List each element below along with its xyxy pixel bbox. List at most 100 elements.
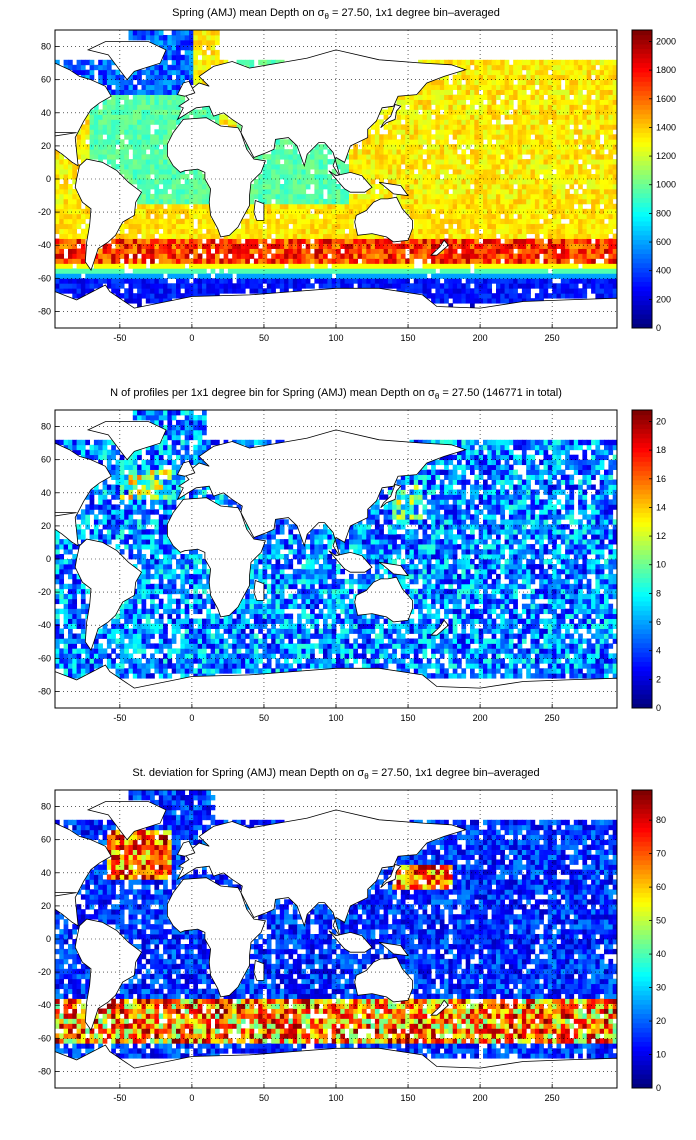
y-tick-label: -20 [38, 207, 51, 217]
heatmap-cell [530, 198, 536, 205]
heatmap-cell [513, 139, 518, 145]
heatmap-cell [193, 233, 199, 239]
heatmap-cell [288, 283, 294, 289]
heatmap-cell [534, 99, 540, 105]
heatmap-cell [409, 144, 415, 150]
heatmap-cell [137, 94, 142, 100]
heatmap-cell [68, 283, 73, 289]
heatmap-cell [128, 278, 134, 284]
heatmap-cell [612, 253, 618, 259]
heatmap-cell [353, 273, 359, 279]
heatmap-cell [604, 59, 609, 66]
heatmap-cell [76, 268, 82, 274]
heatmap-cell [76, 673, 82, 679]
heatmap-cell [210, 218, 216, 225]
heatmap-cell [470, 288, 475, 294]
heatmap-cell [236, 268, 242, 274]
heatmap-cell [336, 273, 341, 279]
heatmap-cell [301, 263, 307, 269]
heatmap-cell [374, 278, 380, 284]
heatmap-cell [496, 129, 501, 135]
heatmap-cell [163, 253, 168, 259]
heatmap-cell [98, 139, 103, 145]
heatmap-cell [439, 59, 445, 66]
heatmap-cell [435, 169, 441, 175]
heatmap-cell [608, 228, 614, 235]
heatmap-cell [240, 273, 246, 279]
heatmap-cell [206, 39, 212, 46]
heatmap-cell [80, 583, 86, 590]
heatmap-cell [323, 179, 328, 185]
heatmap-cell [569, 184, 575, 190]
heatmap-cell [115, 288, 121, 294]
heatmap-cell [604, 109, 609, 115]
heatmap-cell [569, 109, 575, 115]
heatmap-cell [167, 288, 173, 294]
heatmap-cell [210, 35, 216, 41]
heatmap-cell [448, 268, 454, 274]
heatmap-cell [565, 243, 570, 249]
heatmap-cell [474, 59, 480, 66]
heatmap-cell [249, 273, 255, 279]
heatmap-cell [526, 243, 531, 249]
heatmap-cell [582, 134, 588, 140]
heatmap-cell [141, 104, 147, 110]
heatmap-cell [565, 89, 570, 95]
heatmap-cell [150, 258, 155, 264]
heatmap-cell [573, 124, 579, 130]
heatmap-cell [534, 258, 540, 264]
heatmap-cell [461, 149, 467, 155]
heatmap-cell [374, 164, 380, 170]
heatmap-cell [521, 248, 527, 254]
heatmap-cell [98, 653, 103, 659]
heatmap-cell [72, 439, 78, 446]
heatmap-cell [314, 263, 320, 269]
heatmap-cell [266, 283, 272, 289]
heatmap-cell [150, 208, 155, 215]
heatmap-cell [543, 164, 549, 170]
heatmap-cell [435, 179, 441, 185]
heatmap-cell [63, 64, 69, 71]
heatmap-cell [387, 253, 393, 259]
heatmap-cell [530, 213, 536, 220]
heatmap-cell [565, 238, 570, 244]
heatmap-cell [491, 228, 497, 235]
heatmap-cell [314, 238, 320, 244]
heatmap-cell [340, 253, 346, 259]
heatmap-cell [197, 228, 203, 235]
heatmap-cell [543, 208, 549, 215]
heatmap-cell [521, 174, 527, 180]
heatmap-cell [85, 134, 91, 140]
colorbar-swatch [632, 141, 652, 147]
heatmap-cell [461, 258, 467, 264]
heatmap-cell [80, 603, 86, 610]
heatmap-cell [543, 258, 549, 264]
heatmap-cell [569, 218, 575, 225]
heatmap-cell [370, 134, 376, 140]
heatmap-cell [461, 184, 467, 190]
heatmap-cell [591, 218, 596, 225]
heatmap-cell [595, 154, 601, 160]
heatmap-cell [517, 218, 523, 225]
heatmap-cell [171, 203, 177, 210]
heatmap-cell [396, 273, 402, 279]
heatmap-cell [76, 149, 82, 155]
heatmap-cell [543, 228, 549, 235]
heatmap-cell [163, 268, 168, 274]
heatmap-cell [552, 223, 557, 230]
heatmap-cell [279, 169, 285, 175]
heatmap-cell [266, 208, 272, 215]
heatmap-cell [586, 59, 592, 66]
heatmap-cell [431, 119, 436, 125]
heatmap-cell [552, 104, 557, 110]
heatmap-cell [180, 64, 186, 71]
heatmap-cell [176, 208, 181, 215]
heatmap-cell [176, 228, 181, 235]
heatmap-cell [556, 208, 562, 215]
heatmap-cell [496, 154, 501, 160]
heatmap-cell [547, 238, 553, 244]
heatmap-cell [413, 129, 419, 135]
heatmap-cell [292, 268, 298, 274]
heatmap-cell [189, 179, 194, 185]
heatmap-cell [288, 164, 294, 170]
